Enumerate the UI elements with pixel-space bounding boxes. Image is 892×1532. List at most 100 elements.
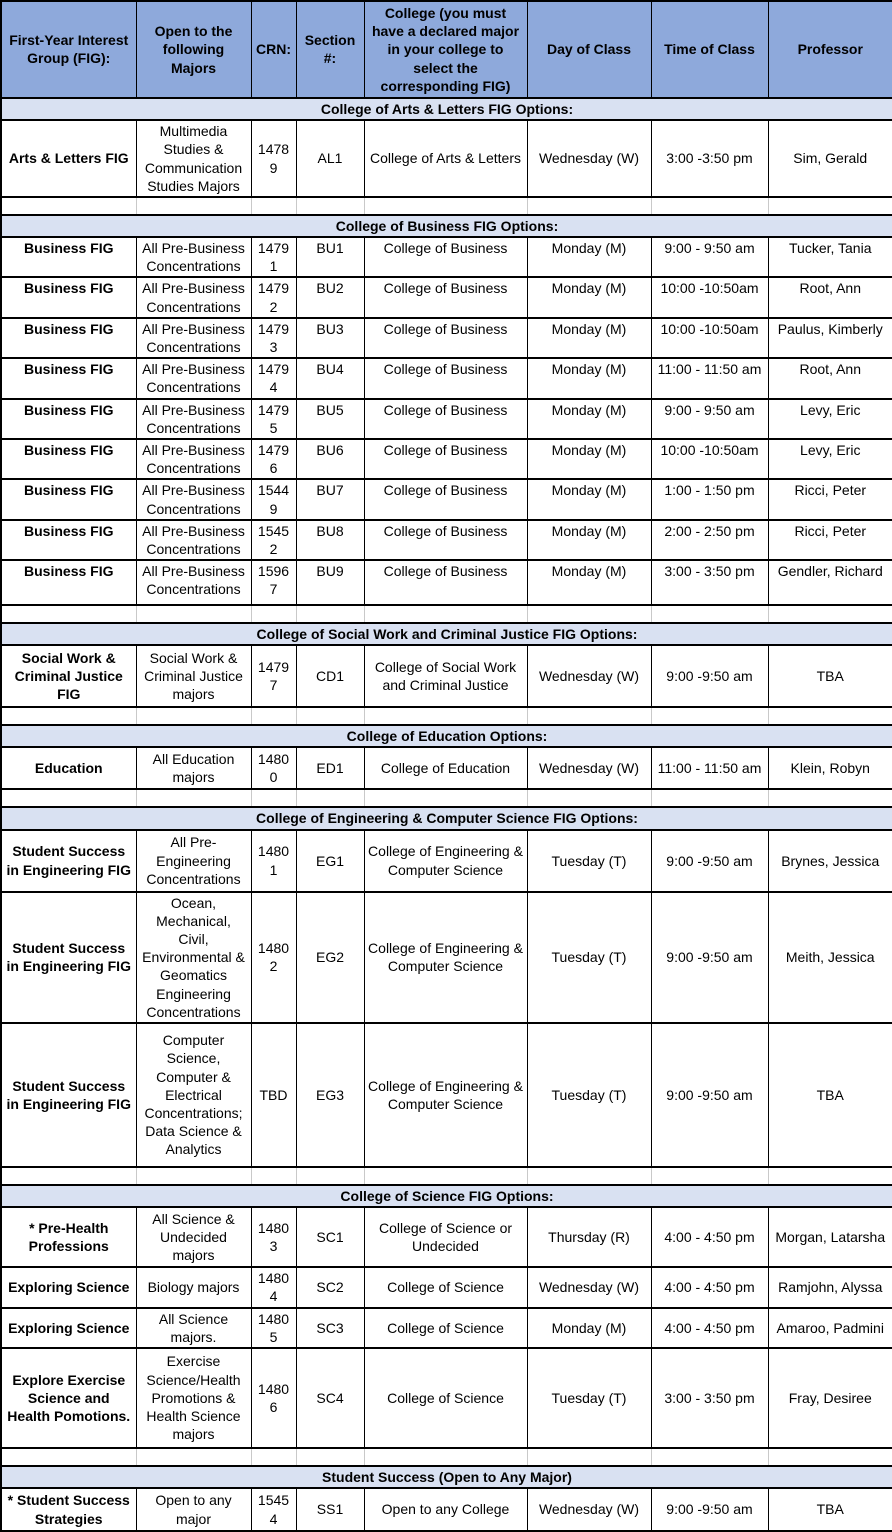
spacer-cell [135,788,252,809]
spacer-cell [250,604,297,625]
spacer-cell [526,706,652,727]
cell-college: College of Business [363,518,528,562]
cell-day: Monday (M) [526,236,652,279]
spacer-cell [250,196,297,216]
table-row: Exploring Science All Science majors. 1480… [0,1306,892,1349]
spacer-cell [135,604,252,625]
cell-crn: 14794 [250,357,297,400]
cell-professor: Tucker, Tania [767,236,892,279]
cell-fig: Education [0,746,137,791]
cell-majors: Biology majors [135,1266,252,1309]
cell-time: 3:00 - 3:50 pm [650,559,769,607]
spacer-cell [295,1447,365,1467]
cell-time: 4:00 - 4:50 pm [650,1266,769,1309]
cell-section: AL1 [295,119,365,198]
cell-crn: 14792 [250,276,297,319]
section-band-label: College of Social Work and Criminal Just… [0,622,892,647]
cell-section: SC2 [295,1266,365,1309]
spacer-cell [526,1166,652,1186]
cell-majors: All Pre-Business Concentrations [135,437,252,481]
cell-fig: Explore Exercise Science and Health Pomo… [0,1346,137,1449]
table-row: Business FIG All Pre-Business Concentrati… [0,478,892,521]
spacer-cell [295,1166,365,1186]
spacer-cell [250,706,297,727]
cell-time: 10:00 -10:50am [650,437,769,481]
cell-section: EG2 [295,890,365,1024]
section-band: College of Social Work and Criminal Just… [0,622,892,647]
section-band: College of Engineering & Computer Scienc… [0,806,892,831]
column-header-section: Section #: [295,0,365,99]
spacer-cell [295,604,365,625]
spacer-cell [526,788,652,809]
spacer-cell [767,196,892,216]
cell-majors: Social Work & Criminal Justice majors [135,644,252,709]
table-row: * Pre-Health Professions All Science & Un… [0,1206,892,1269]
spacer-cell [250,1166,297,1186]
cell-professor: Gendler, Richard [767,559,892,607]
cell-day: Wednesday (W) [526,746,652,791]
cell-time: 9:00 -9:50 am [650,828,769,893]
cell-fig: Business FIG [0,559,137,607]
cell-majors: Ocean, Mechanical, Civil, Environmental … [135,890,252,1024]
column-header-crn: CRN: [250,0,297,99]
cell-majors: Multimedia Studies & Communication Studi… [135,119,252,198]
cell-majors: All Pre-Business Concentrations [135,478,252,521]
cell-college: College of Science [363,1266,528,1309]
table-row: Student Success in Engineering FIG All Pr… [0,828,892,893]
cell-majors: All Science & Undecided majors [135,1206,252,1269]
spacer-cell [767,604,892,625]
cell-crn: 14803 [250,1206,297,1269]
cell-day: Tuesday (T) [526,890,652,1024]
spacer-cell [135,1166,252,1186]
column-header-professor: Professor [767,0,892,99]
table-row: Business FIG All Pre-Business Concentrati… [0,236,892,279]
cell-college: College of Business [363,437,528,481]
cell-crn: 14800 [250,746,297,791]
cell-section: BU4 [295,357,365,400]
spacer-row [0,1447,892,1467]
cell-time: 9:00 -9:50 am [650,890,769,1024]
cell-time: 11:00 - 11:50 am [650,746,769,791]
cell-day: Monday (M) [526,397,652,440]
cell-section: BU3 [295,316,365,360]
cell-day: Wednesday (W) [526,119,652,198]
cell-time: 3:00 - 3:50 pm [650,1346,769,1449]
cell-crn: 14791 [250,236,297,279]
cell-crn: 14793 [250,316,297,360]
cell-time: 9:00 - 9:50 am [650,397,769,440]
section-band-label: College of Business FIG Options: [0,213,892,239]
cell-section: SC3 [295,1306,365,1349]
cell-college: College of Business [363,397,528,440]
table-row: Social Work & Criminal Justice FIG Social… [0,644,892,709]
table-row: Business FIG All Pre-Business Concentrati… [0,559,892,607]
cell-fig: Exploring Science [0,1266,137,1309]
cell-majors: All Science majors. [135,1306,252,1349]
cell-crn: 14805 [250,1306,297,1349]
cell-time: 9:00 -9:50 am [650,644,769,709]
cell-professor: Root, Ann [767,357,892,400]
cell-day: Wednesday (W) [526,1487,652,1532]
table-row: Student Success in Engineering FIG Ocean,… [0,890,892,1024]
cell-section: ED1 [295,746,365,791]
spacer-cell [767,788,892,809]
cell-time: 10:00 -10:50am [650,276,769,319]
cell-fig: Business FIG [0,236,137,279]
table-row: Business FIG All Pre-Business Concentrati… [0,437,892,481]
cell-professor: Sim, Gerald [767,119,892,198]
cell-day: Monday (M) [526,1306,652,1349]
spacer-cell [135,706,252,727]
section-band: Student Success (Open to Any Major) [0,1464,892,1490]
cell-section: BU2 [295,276,365,319]
cell-fig: Student Success in Engineering FIG [0,890,137,1024]
cell-time: 9:00 -9:50 am [650,1487,769,1532]
section-band-label: College of Engineering & Computer Scienc… [0,806,892,831]
spacer-cell [0,604,137,625]
spacer-cell [0,196,137,216]
header-row: First-Year Interest Group (FIG): Open to … [0,0,892,99]
spacer-cell [295,788,365,809]
spacer-row [0,604,892,625]
cell-fig: Arts & Letters FIG [0,119,137,198]
cell-time: 1:00 - 1:50 pm [650,478,769,521]
section-band: College of Arts & Letters FIG Options: [0,96,892,122]
table-row: Business FIG All Pre-Business Concentrati… [0,276,892,319]
